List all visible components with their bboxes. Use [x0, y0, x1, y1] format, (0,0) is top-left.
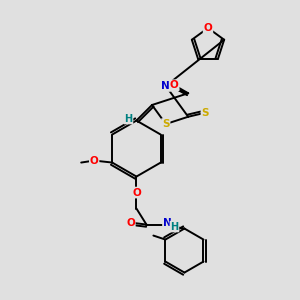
Text: O: O — [90, 156, 99, 166]
Text: S: S — [201, 108, 209, 118]
Text: N: N — [161, 81, 170, 91]
Text: N: N — [163, 218, 172, 228]
Text: O: O — [132, 188, 141, 198]
Text: H: H — [170, 222, 178, 232]
Text: O: O — [204, 23, 212, 33]
Text: O: O — [126, 218, 135, 228]
Text: O: O — [170, 80, 179, 90]
Text: S: S — [162, 119, 169, 129]
Text: H: H — [124, 114, 133, 124]
